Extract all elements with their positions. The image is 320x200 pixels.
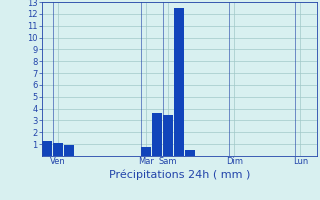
Bar [174,8,184,156]
Bar [141,147,151,156]
Bar [64,145,74,156]
Bar [163,115,173,156]
Bar [185,150,195,156]
Bar [42,141,52,156]
X-axis label: Précipitations 24h ( mm ): Précipitations 24h ( mm ) [108,169,250,180]
Bar [53,143,63,156]
Bar [152,113,162,156]
